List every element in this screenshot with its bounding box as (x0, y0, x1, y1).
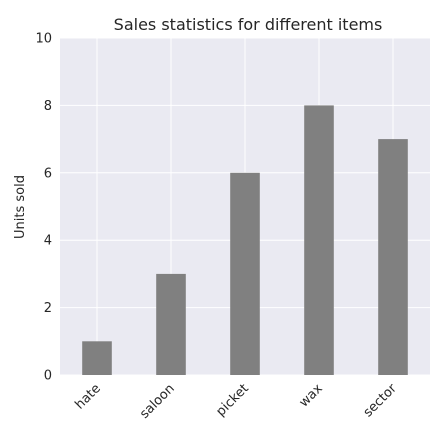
y-tick-label: 4 (44, 234, 52, 249)
y-tick-label: 10 (35, 32, 52, 47)
y-tick-label: 6 (44, 166, 52, 181)
chart-title: Sales statistics for different items (114, 15, 383, 34)
y-axis-label: Units sold (13, 175, 28, 239)
bar-hate (82, 341, 112, 375)
bar-wax (304, 105, 334, 376)
bar-picket (230, 172, 260, 375)
y-tick-label: 2 (44, 301, 52, 316)
y-tick-label: 0 (44, 369, 52, 384)
bar-saloon (156, 273, 186, 375)
y-tick-label: 8 (44, 99, 52, 114)
bar-sector (378, 139, 408, 375)
